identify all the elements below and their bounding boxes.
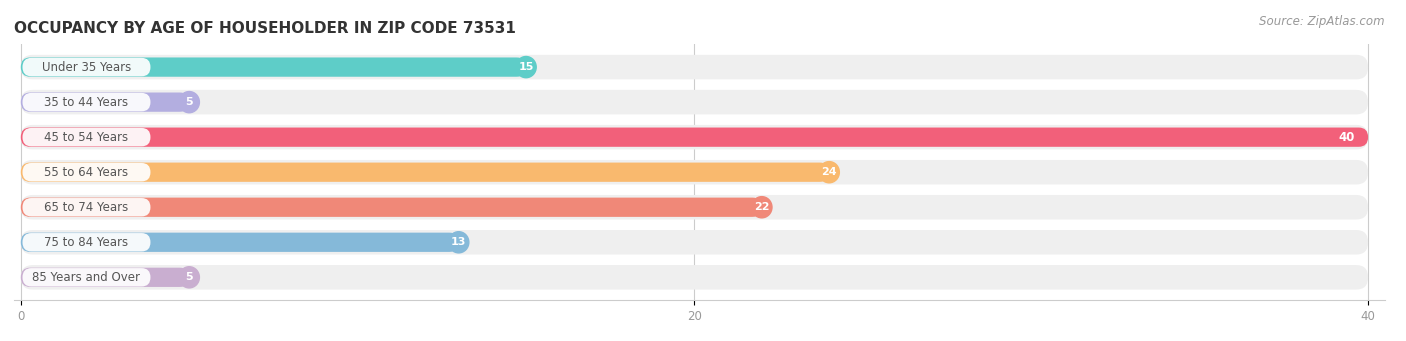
Text: 75 to 84 Years: 75 to 84 Years [45, 236, 128, 249]
Text: 24: 24 [821, 167, 837, 177]
Text: Source: ZipAtlas.com: Source: ZipAtlas.com [1260, 15, 1385, 28]
Text: 5: 5 [186, 97, 193, 107]
Text: 5: 5 [186, 272, 193, 282]
FancyBboxPatch shape [22, 93, 150, 111]
Text: 35 to 44 Years: 35 to 44 Years [45, 95, 128, 109]
Text: 85 Years and Over: 85 Years and Over [32, 271, 141, 284]
Circle shape [179, 91, 200, 113]
FancyBboxPatch shape [21, 233, 458, 252]
Text: 45 to 54 Years: 45 to 54 Years [45, 131, 128, 144]
FancyBboxPatch shape [22, 268, 150, 286]
Text: 22: 22 [754, 202, 769, 212]
FancyBboxPatch shape [21, 55, 1368, 79]
Text: OCCUPANCY BY AGE OF HOUSEHOLDER IN ZIP CODE 73531: OCCUPANCY BY AGE OF HOUSEHOLDER IN ZIP C… [14, 21, 516, 36]
FancyBboxPatch shape [21, 163, 830, 182]
FancyBboxPatch shape [21, 265, 1368, 290]
Text: 40: 40 [1339, 131, 1354, 144]
FancyBboxPatch shape [21, 268, 190, 287]
Circle shape [179, 267, 200, 288]
Text: 13: 13 [451, 237, 467, 247]
Circle shape [752, 197, 772, 218]
Text: 65 to 74 Years: 65 to 74 Years [45, 201, 128, 214]
FancyBboxPatch shape [22, 163, 150, 181]
FancyBboxPatch shape [22, 233, 150, 251]
Circle shape [516, 57, 536, 78]
Circle shape [449, 232, 468, 253]
FancyBboxPatch shape [22, 58, 150, 76]
Circle shape [818, 162, 839, 183]
FancyBboxPatch shape [22, 198, 150, 217]
FancyBboxPatch shape [21, 197, 762, 217]
FancyBboxPatch shape [21, 90, 1368, 114]
FancyBboxPatch shape [21, 128, 1368, 147]
FancyBboxPatch shape [21, 125, 1368, 149]
FancyBboxPatch shape [22, 128, 150, 146]
Text: 15: 15 [519, 62, 534, 72]
FancyBboxPatch shape [21, 92, 190, 112]
Text: 55 to 64 Years: 55 to 64 Years [45, 166, 128, 179]
FancyBboxPatch shape [21, 230, 1368, 254]
FancyBboxPatch shape [21, 195, 1368, 220]
Text: Under 35 Years: Under 35 Years [42, 61, 131, 74]
FancyBboxPatch shape [21, 160, 1368, 184]
FancyBboxPatch shape [21, 58, 526, 77]
